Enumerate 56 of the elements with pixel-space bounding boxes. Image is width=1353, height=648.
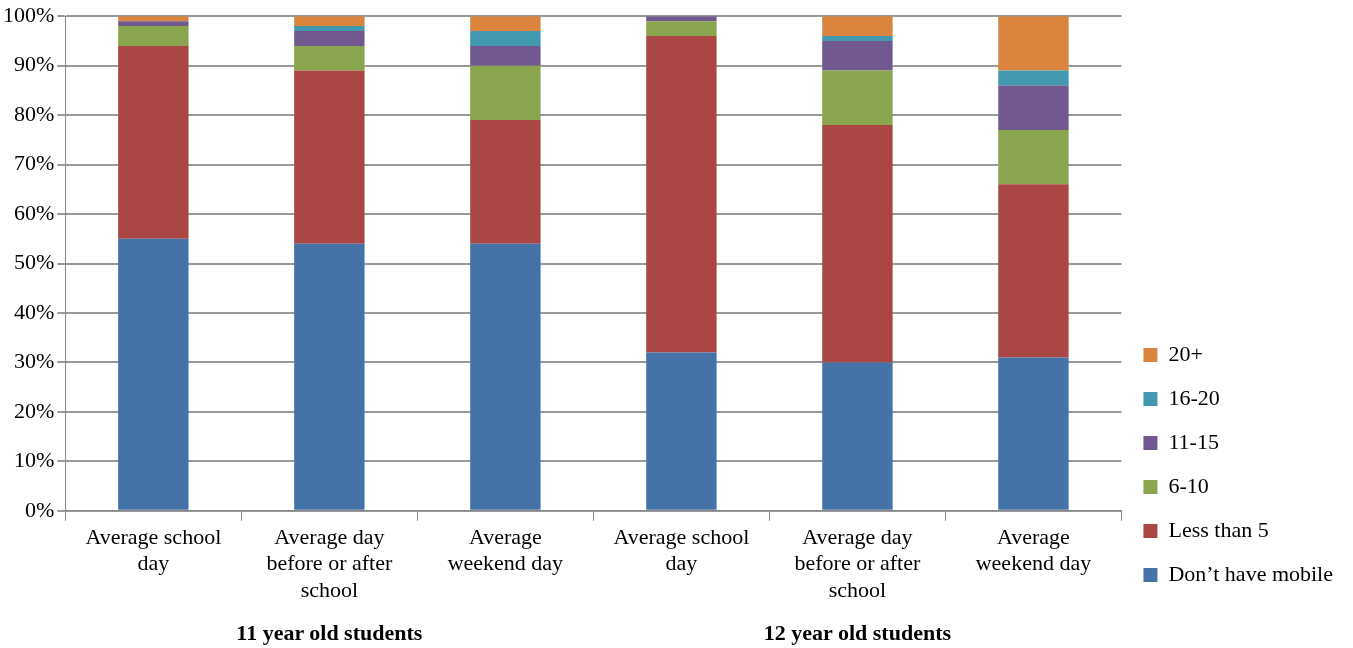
bar [998, 16, 1069, 71]
legend-label: Less than 5 [1168, 516, 1269, 542]
legend-label: 20+ [1168, 340, 1203, 366]
legend-label: 16-20 [1168, 384, 1220, 410]
bar [294, 243, 365, 510]
bar [646, 21, 717, 36]
x-tick-label: Average day before or after school [266, 523, 393, 602]
y-tick-label: 50% [14, 249, 55, 275]
bar [470, 31, 541, 46]
bar [294, 70, 365, 244]
x-tick-label: Average school day [85, 523, 222, 576]
bar [118, 26, 189, 46]
y-tick-label: 20% [14, 397, 55, 423]
bar [118, 21, 189, 27]
bar [822, 16, 893, 36]
legend-label: Don’t have mobile [1168, 560, 1333, 586]
bar [998, 85, 1069, 130]
bar [470, 120, 541, 244]
y-tick-label: 10% [14, 447, 55, 473]
y-tick-label: 90% [14, 51, 55, 77]
bar [998, 357, 1069, 510]
bar [294, 31, 365, 46]
x-tick-label: Average school day [613, 523, 750, 576]
y-tick-label: 100% [3, 1, 55, 27]
bar [470, 16, 541, 32]
bar [998, 70, 1069, 86]
legend-label: 6-10 [1168, 472, 1209, 498]
bar [822, 362, 893, 510]
bar [998, 184, 1069, 358]
bar [646, 352, 717, 510]
text: 11 year old students [236, 619, 423, 645]
x-tick-label: Average day before or after school [794, 523, 921, 602]
bar [470, 65, 541, 121]
bar [118, 45, 189, 239]
bar [470, 45, 541, 66]
y-tick-label: 80% [14, 100, 55, 126]
bar [294, 16, 365, 27]
y-tick-label: 40% [14, 298, 55, 324]
bar [118, 238, 189, 510]
bar [998, 129, 1069, 185]
bar [646, 35, 717, 353]
y-tick-label: 30% [14, 348, 55, 374]
text: 12 year old students [763, 619, 952, 645]
bar [822, 35, 893, 41]
y-tick-label: 60% [14, 199, 55, 225]
y-tick-label: 0% [25, 496, 55, 522]
bar [822, 125, 893, 363]
bar [470, 243, 541, 510]
bar [294, 26, 365, 32]
y-tick-label: 70% [14, 150, 55, 176]
bar [822, 70, 893, 126]
bar [822, 40, 893, 71]
bar [294, 45, 365, 71]
legend-label: 11-15 [1168, 428, 1219, 454]
x-tick-label: Average weekend day [447, 523, 564, 576]
x-tick-label: Average weekend day [975, 523, 1092, 576]
